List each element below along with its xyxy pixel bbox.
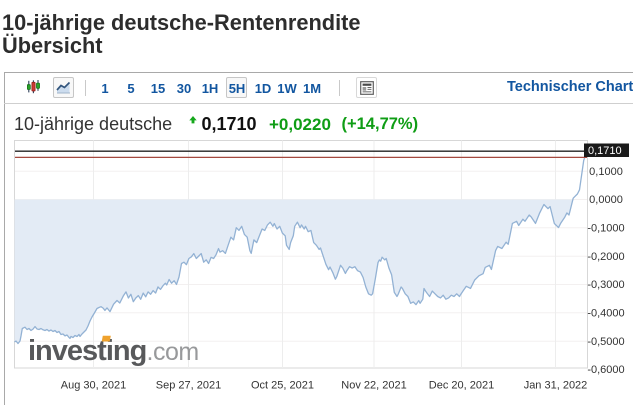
svg-text:-0,3000: -0,3000 — [587, 279, 624, 291]
svg-text:investing: investing — [28, 335, 146, 367]
svg-text:-0,1000: -0,1000 — [587, 222, 624, 234]
svg-text:Dec 20, 2021: Dec 20, 2021 — [429, 379, 494, 391]
svg-text:.com: .com — [147, 338, 199, 366]
svg-text:-0,5000: -0,5000 — [587, 336, 624, 348]
svg-text:0,1710: 0,1710 — [588, 145, 622, 157]
svg-text:Sep 27, 2021: Sep 27, 2021 — [156, 379, 221, 391]
svg-text:Oct 25, 2021: Oct 25, 2021 — [251, 379, 314, 391]
svg-text:-0,2000: -0,2000 — [587, 251, 624, 263]
svg-text:-0,6000: -0,6000 — [587, 364, 624, 376]
svg-text:Nov 22, 2021: Nov 22, 2021 — [341, 379, 406, 391]
svg-text:Aug 30, 2021: Aug 30, 2021 — [61, 379, 126, 391]
svg-text:0,1000: 0,1000 — [589, 166, 623, 178]
svg-text:-0,4000: -0,4000 — [587, 307, 624, 319]
svg-text:0,0000: 0,0000 — [589, 194, 623, 206]
svg-text:Jan 31, 2022: Jan 31, 2022 — [524, 379, 588, 391]
